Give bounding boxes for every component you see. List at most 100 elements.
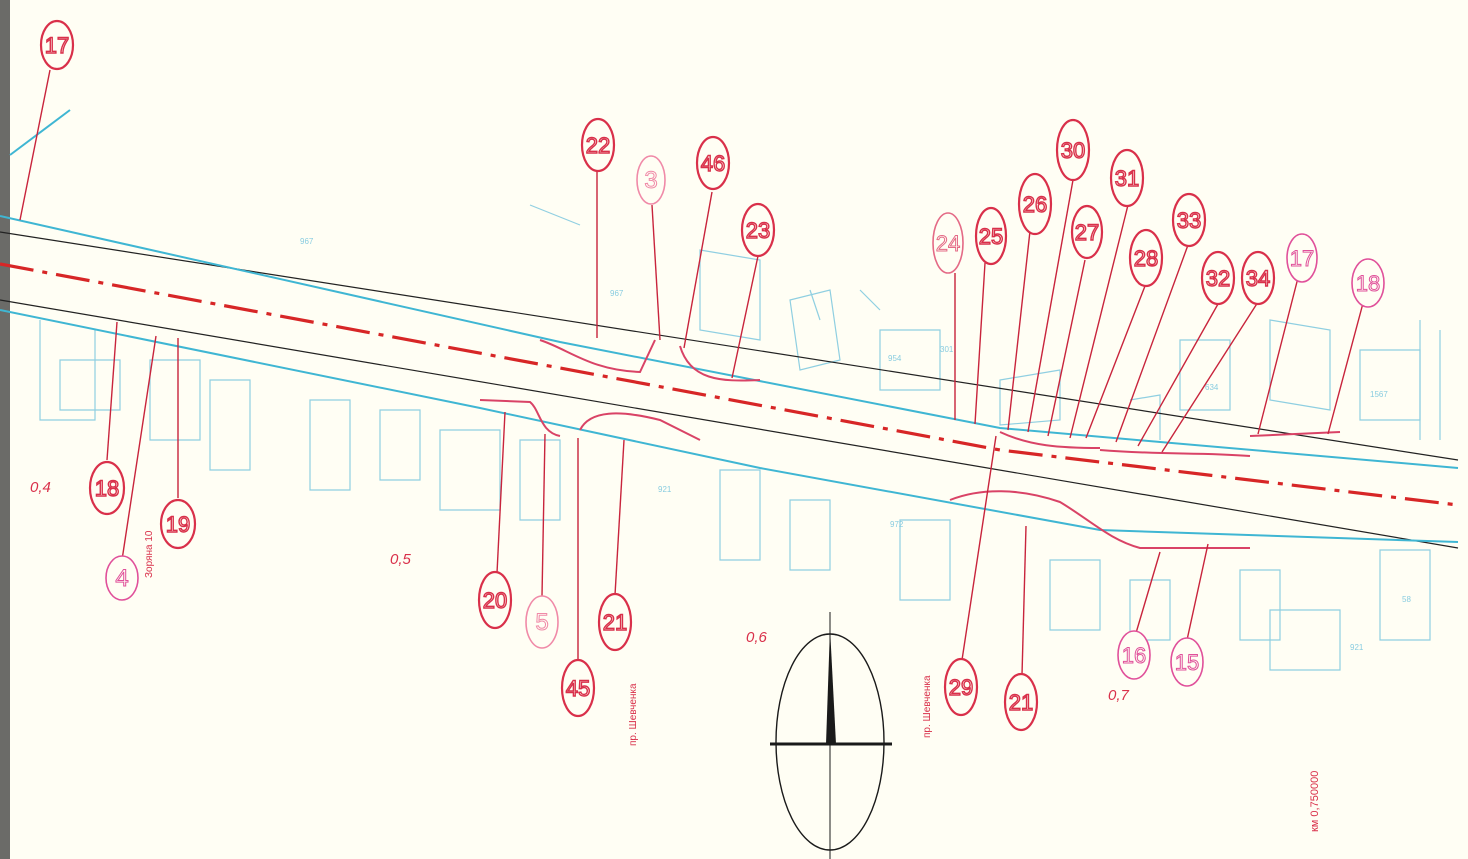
callout-circle xyxy=(1240,250,1276,306)
north-arrow-icon xyxy=(770,612,892,859)
callout-circle xyxy=(974,206,1008,266)
street-label: пр. Шевченка xyxy=(628,683,639,746)
callout-circle xyxy=(1017,172,1053,236)
svg-text:58: 58 xyxy=(1402,595,1411,604)
callout-label: 31 xyxy=(1115,166,1139,191)
callout-marker: 16 xyxy=(1117,630,1151,680)
callout-circle xyxy=(1171,192,1207,248)
callout-marker: 21 xyxy=(597,592,633,652)
callout-circle xyxy=(159,498,197,550)
callout-circle xyxy=(580,117,616,173)
callout-label: 46 xyxy=(701,151,725,176)
callout-circle xyxy=(1351,258,1385,308)
callout-marker: 33 xyxy=(1171,192,1207,248)
callout-circle xyxy=(525,595,559,649)
callout-label: 23 xyxy=(746,218,770,243)
callout-label: 19 xyxy=(166,512,190,537)
callout-marker: 45 xyxy=(560,658,596,718)
callout-label: 17 xyxy=(45,33,69,58)
road-boundaries xyxy=(0,109,1459,543)
callout-circle xyxy=(1003,672,1039,732)
svg-text:634: 634 xyxy=(1205,383,1219,392)
svg-text:921: 921 xyxy=(1350,643,1364,652)
callout-label: 17 xyxy=(1290,246,1314,271)
callout-label: 28 xyxy=(1134,246,1158,271)
callout-label: 34 xyxy=(1246,266,1270,291)
carriageway-edges xyxy=(0,231,1459,549)
street-labels: Зоряна 10 пр. Шевченка пр. Шевченка xyxy=(144,530,933,746)
callout-label: 45 xyxy=(566,676,590,701)
callout-marker: 3 xyxy=(636,155,666,205)
km-marker: 0,7 xyxy=(1108,687,1130,704)
callout-circle xyxy=(1170,637,1204,687)
callout-label: 4 xyxy=(115,565,128,592)
callout-label: 26 xyxy=(1023,192,1047,217)
callout-circle xyxy=(560,658,596,718)
building-outlines xyxy=(39,204,1441,671)
callout-marker: 34 xyxy=(1240,250,1276,306)
callout-marker: 46 xyxy=(695,135,731,191)
callout-circle xyxy=(1200,250,1236,306)
callout-marker: 22 xyxy=(580,117,616,173)
callout-marker: 26 xyxy=(1017,172,1053,236)
callout-circle xyxy=(1070,204,1104,260)
callout-marker: 24 xyxy=(932,212,964,274)
callout-label: 21 xyxy=(603,610,627,635)
callout-marker: 30 xyxy=(1055,118,1091,182)
scale-note: км 0,750000 xyxy=(1309,771,1321,832)
callout-label: 5 xyxy=(535,609,548,636)
callout-marker: 19 xyxy=(159,498,197,550)
callout-circle xyxy=(943,657,979,717)
callout-label: 30 xyxy=(1061,138,1085,163)
leader-lines xyxy=(19,69,1367,676)
svg-text:921: 921 xyxy=(658,485,672,494)
street-label: Зоряна 10 xyxy=(144,530,155,578)
callout-circle xyxy=(1055,118,1091,182)
scan-edge xyxy=(0,0,10,859)
callout-circle xyxy=(1286,233,1318,283)
callout-circle xyxy=(932,212,964,274)
svg-text:301: 301 xyxy=(940,345,954,354)
callout-label: 21 xyxy=(1009,690,1033,715)
callout-marker: 23 xyxy=(740,202,776,258)
callout-marker: 31 xyxy=(1109,148,1145,208)
callout-circle xyxy=(477,570,513,630)
callout-marker: 29 xyxy=(943,657,979,717)
callout-label: 18 xyxy=(95,476,119,501)
callout-circle xyxy=(1128,228,1164,288)
callout-marker: 32 xyxy=(1200,250,1236,306)
callout-circle xyxy=(88,460,126,516)
svg-text:1567: 1567 xyxy=(1370,390,1388,399)
callout-marker: 18 xyxy=(1351,258,1385,308)
road-centerline xyxy=(0,262,1459,507)
callout-marker: 25 xyxy=(974,206,1008,266)
callout-circle xyxy=(740,202,776,258)
callout-circle xyxy=(695,135,731,191)
callout-marker: 21 xyxy=(1003,672,1039,732)
lot-numbers: 967 967 954 301 921 972 634 1567 58 921 xyxy=(300,237,1411,652)
callout-marker: 28 xyxy=(1128,228,1164,288)
callout-marker: 4 xyxy=(105,555,139,601)
callout-circle xyxy=(39,19,75,71)
callout-label: 27 xyxy=(1075,220,1099,245)
svg-text:967: 967 xyxy=(610,289,624,298)
callout-label: 16 xyxy=(1122,643,1146,668)
callout-label: 33 xyxy=(1177,208,1201,233)
km-marker: 0,6 xyxy=(746,629,768,646)
callout-label: 25 xyxy=(979,224,1003,249)
callout-label: 22 xyxy=(586,133,610,158)
street-label: пр. Шевченка xyxy=(922,675,933,738)
callout-label: 18 xyxy=(1356,271,1380,296)
callout-label: 3 xyxy=(644,167,657,194)
svg-text:972: 972 xyxy=(890,520,904,529)
callout-marker: 17 xyxy=(39,19,75,71)
callout-marker: 5 xyxy=(525,595,559,649)
callout-circle xyxy=(1117,630,1151,680)
km-marker: 0,4 xyxy=(30,479,51,496)
callout-marker: 27 xyxy=(1070,204,1104,260)
callout-circle xyxy=(636,155,666,205)
callout-circle xyxy=(1109,148,1145,208)
callout-circle xyxy=(105,555,139,601)
scan-edge-right xyxy=(1458,0,1468,859)
